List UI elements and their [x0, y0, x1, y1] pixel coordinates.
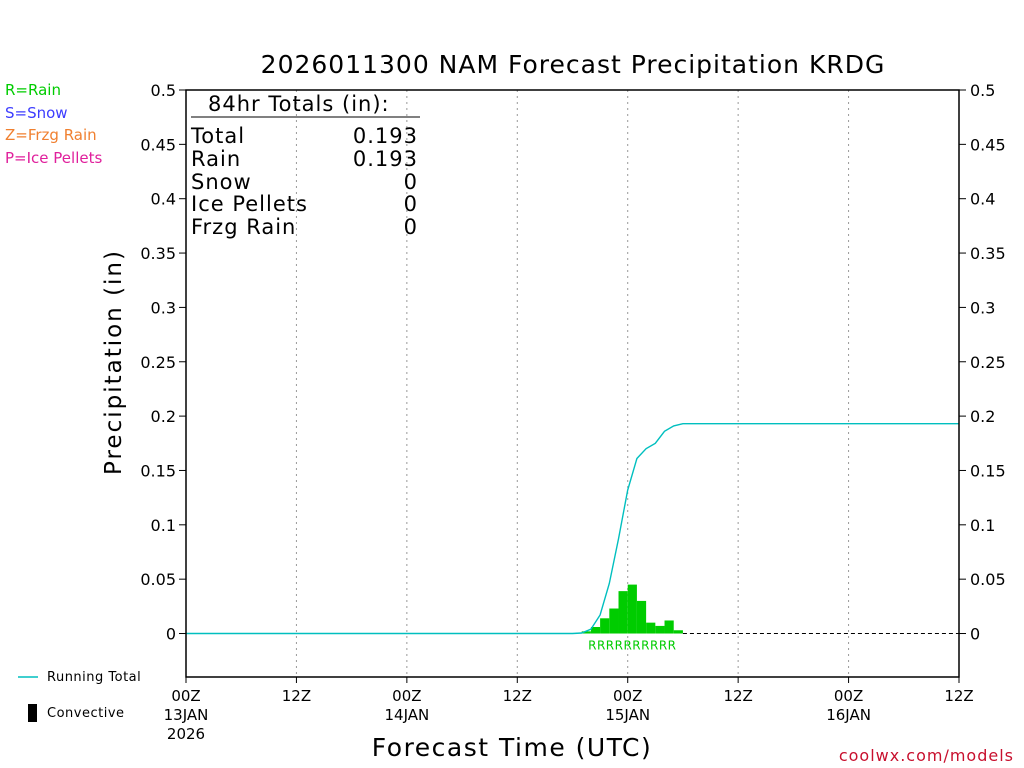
precip-bar [609, 608, 619, 634]
y-tick-label-left: 0.1 [151, 516, 176, 535]
frzg-rain-total-value: 0 [403, 215, 418, 239]
ice-pellets-total-value: 0 [403, 192, 418, 216]
y-tick-label-left: 0.35 [140, 244, 176, 263]
x-tick-date-label: 13JAN [164, 706, 209, 724]
credit-text: coolwx.com/models [838, 746, 1014, 765]
y-axis-label: Precipitation (in) [101, 249, 127, 475]
legend-frzg-rain: Z=Frzg Rain [5, 126, 97, 144]
legend-ice-pellets: P=Ice Pellets [5, 149, 103, 167]
precip-bar [655, 625, 665, 634]
y-tick-label-right: 0.5 [970, 81, 995, 100]
y-tick-label-left: 0 [166, 625, 176, 644]
x-tick-label: 12Z [503, 687, 532, 705]
precip-bar [590, 626, 601, 634]
precip-bar [627, 584, 637, 634]
legend-rain: R=Rain [5, 81, 61, 99]
precip-bar [618, 591, 628, 634]
x-tick-label: 00Z [392, 687, 421, 705]
x-tick-label: 00Z [171, 687, 200, 705]
y-tick-label-left: 0.3 [151, 298, 176, 317]
snow-total-label: Snow [191, 170, 252, 194]
x-tick-date-label: 14JAN [384, 706, 429, 724]
y-tick-label-right: 0.3 [970, 298, 995, 317]
y-tick-label-left: 0.05 [140, 570, 176, 589]
ice-pellets-total-label: Ice Pellets [191, 192, 308, 216]
convective-legend-label: Convective [47, 706, 125, 721]
y-tick-label-left: 0.45 [140, 135, 176, 154]
legend-snow: S=Snow [5, 104, 68, 122]
y-tick-label-right: 0.05 [970, 570, 1006, 589]
rain-total-label: Rain [191, 147, 242, 171]
y-tick-label-right: 0.15 [970, 461, 1006, 480]
running-total-line [186, 423, 959, 635]
y-tick-label-left: 0.4 [151, 190, 176, 209]
convective-legend-swatch [28, 704, 37, 722]
x-tick-label: 12Z [723, 687, 752, 705]
total-label: Total [191, 124, 246, 148]
precip-bar [636, 600, 647, 634]
y-tick-label-right: 0.2 [970, 407, 995, 426]
x-tick-label: 12Z [944, 687, 973, 705]
x-tick-label: 12Z [282, 687, 311, 705]
y-tick-label-right: 0.4 [970, 190, 995, 209]
y-tick-label-left: 0.25 [140, 353, 176, 372]
y-tick-label-left: 0.2 [151, 407, 176, 426]
x-tick-date-label: 15JAN [605, 706, 650, 724]
precip-bar [673, 630, 683, 634]
ptype-marks: RRRRRRRRRR [588, 639, 676, 653]
y-tick-label-right: 0.25 [970, 353, 1006, 372]
y-tick-label-right: 0.35 [970, 244, 1006, 263]
y-tick-label-left: 0.15 [140, 461, 176, 480]
x-tick-label: 00Z [613, 687, 642, 705]
x-tick-year-label: 2026 [167, 725, 205, 743]
totals-header: 84hr Totals (in): [208, 92, 390, 116]
x-tick-label: 00Z [834, 687, 863, 705]
y-tick-label-right: 0 [970, 625, 980, 644]
precip-bar [646, 622, 656, 634]
x-tick-date-label: 16JAN [826, 706, 871, 724]
precip-bar [664, 620, 674, 634]
y-tick-label-right: 0.45 [970, 135, 1006, 154]
precip-bar [581, 631, 591, 634]
frzg-rain-total-label: Frzg Rain [191, 215, 297, 239]
total-value: 0.193 [352, 124, 418, 148]
plot-frame [185, 89, 960, 678]
snow-total-value: 0 [403, 170, 418, 194]
rain-total-value: 0.193 [352, 147, 418, 171]
y-tick-label-right: 0.1 [970, 516, 995, 535]
y-tick-label-left: 0.5 [151, 81, 176, 100]
running-total-legend-label: Running Total [47, 670, 142, 685]
precip-bar [600, 618, 610, 634]
x-axis-label: Forecast Time (UTC) [371, 733, 653, 762]
chart-title: 2026011300 NAM Forecast Precipitation KR… [260, 50, 886, 79]
